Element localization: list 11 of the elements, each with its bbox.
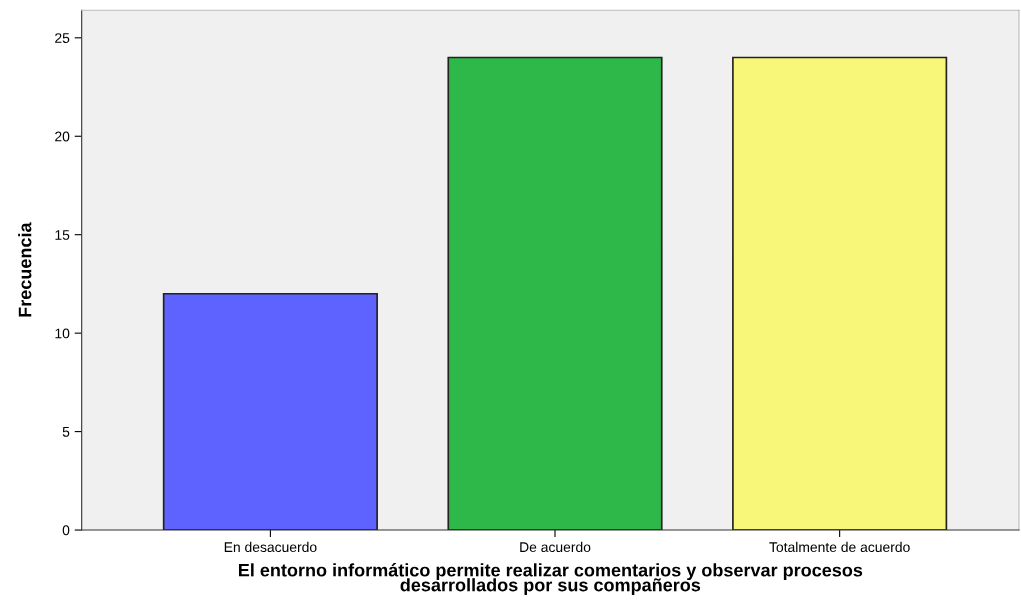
y-tick-label: 5	[62, 427, 70, 437]
y-tick-label: 15	[55, 230, 70, 240]
y-tick-label: 20	[55, 131, 70, 142]
y-tick-label: 10	[55, 328, 70, 339]
y-tick-label: 0	[62, 525, 70, 536]
x-tick-label: De acuerdo	[520, 541, 591, 553]
y-axis-title: Frecuencia	[18, 222, 32, 317]
x-tick-label: Totalmente de acuerdo	[769, 541, 910, 553]
x-tick-label: En desacuerdo	[224, 541, 317, 553]
x-axis-title: El entorno informático permite realizar comentarios y observar procesos desarrollados por sus compañeros	[238, 563, 863, 595]
y-tick-label: 25	[55, 33, 70, 43]
